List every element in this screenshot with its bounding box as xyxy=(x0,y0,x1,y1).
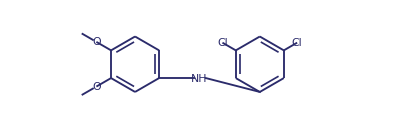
Text: Cl: Cl xyxy=(292,38,303,48)
Text: Cl: Cl xyxy=(217,38,228,48)
Text: NH: NH xyxy=(191,74,207,84)
Text: O: O xyxy=(92,37,101,47)
Text: O: O xyxy=(92,82,101,92)
